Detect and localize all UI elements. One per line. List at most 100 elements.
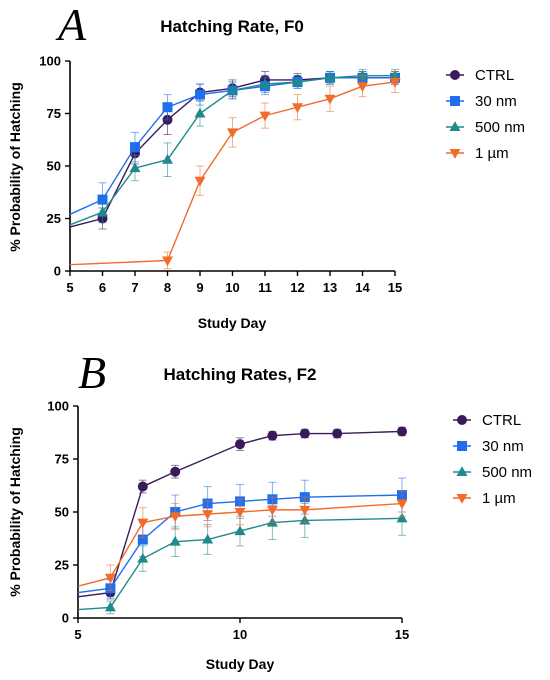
legend-label: CTRL — [482, 412, 521, 429]
legend-label: 500 nm — [482, 464, 532, 481]
data-point — [389, 78, 401, 88]
y-tick-label: 0 — [54, 264, 61, 279]
data-point — [234, 508, 246, 518]
y-tick-label: 100 — [47, 399, 69, 414]
legend-label: 500 nm — [475, 119, 525, 136]
data-point — [397, 426, 407, 437]
y-tick-label: 0 — [62, 611, 69, 626]
series-3 — [69, 71, 401, 270]
data-point — [169, 535, 181, 546]
panel-letter-b: B — [78, 347, 106, 398]
data-point — [162, 153, 173, 164]
data-point — [267, 430, 278, 441]
legend-marker — [456, 494, 468, 504]
plot-area-b: 5 10 15 0 25 50 75 100 — [47, 399, 409, 643]
data-point — [97, 206, 108, 217]
data-point — [227, 128, 238, 139]
legend-marker — [457, 441, 467, 451]
y-tick-label: 25 — [55, 558, 69, 573]
y-tick-label: 75 — [55, 452, 69, 467]
data-point — [170, 466, 181, 477]
legend-a: CTRL 30 nm 500 nm 1 µm — [446, 67, 525, 162]
data-point — [324, 94, 336, 105]
x-axis-title-a: Study Day — [198, 315, 267, 331]
legend-marker — [450, 70, 460, 80]
y-axis-title-b: % Probability of Hatching — [7, 427, 23, 597]
legend-marker — [449, 121, 461, 131]
data-point — [357, 69, 368, 80]
y-tick-label: 25 — [47, 211, 61, 226]
x-tick-label: 6 — [99, 280, 106, 295]
x-tick-label: 11 — [258, 280, 272, 295]
x-tick-label: 15 — [388, 280, 402, 295]
x-tick-label: 5 — [74, 627, 81, 642]
data-point — [292, 103, 303, 113]
data-point — [104, 601, 116, 612]
data-point — [137, 481, 148, 492]
data-point — [195, 89, 205, 100]
data-point — [396, 512, 408, 523]
x-tick-label: 9 — [196, 280, 203, 295]
chart-title-b: Hatching Rates, F2 — [163, 365, 316, 384]
data-point — [235, 439, 245, 450]
legend-label: 1 µm — [482, 490, 516, 507]
x-tick-label: 13 — [323, 280, 337, 295]
panel-letter-a: A — [55, 0, 87, 50]
legend-label: 30 nm — [475, 93, 517, 110]
data-point — [292, 76, 303, 86]
data-point — [202, 533, 214, 544]
series-0 — [77, 426, 407, 600]
y-tick-label: 50 — [47, 159, 61, 174]
legend-b: CTRL 30 nm 500 nm 1 µm — [453, 412, 532, 507]
data-point — [396, 499, 408, 510]
x-tick-label: 10 — [233, 627, 247, 642]
legend-label: CTRL — [475, 67, 514, 84]
data-point — [130, 142, 140, 153]
panel-b: B Hatching Rates, F2 Study Day % Probabi… — [7, 347, 532, 672]
data-point — [234, 525, 246, 536]
x-tick-label: 15 — [395, 627, 409, 642]
data-point — [169, 512, 181, 522]
x-tick-label: 14 — [355, 280, 370, 295]
data-point — [266, 505, 278, 516]
data-point — [97, 194, 108, 205]
x-tick-label: 7 — [131, 280, 138, 295]
x-tick-label: 10 — [225, 280, 239, 295]
data-point — [162, 102, 173, 113]
series-3 — [77, 490, 408, 591]
data-point — [299, 505, 311, 516]
x-tick-label: 5 — [66, 280, 73, 295]
data-point — [194, 176, 206, 187]
series-line — [69, 77, 395, 228]
data-point — [137, 534, 148, 545]
x-axis-title-b: Study Day — [206, 656, 275, 672]
legend-label: 1 µm — [475, 145, 509, 162]
data-point — [162, 256, 173, 267]
data-point — [259, 111, 271, 122]
legend-marker — [456, 466, 468, 476]
legend-marker — [457, 415, 467, 425]
data-point — [259, 78, 271, 89]
x-tick-label: 8 — [164, 280, 171, 295]
data-point — [299, 428, 310, 439]
chart-title-a: Hatching Rate, F0 — [160, 17, 304, 36]
series-2 — [69, 68, 401, 226]
data-point — [332, 428, 343, 439]
data-point — [129, 162, 141, 173]
data-point — [194, 107, 206, 118]
y-axis-title-a: % Probability of Hatching — [7, 82, 23, 252]
y-tick-label: 75 — [47, 106, 61, 121]
data-point — [137, 552, 149, 563]
data-point — [357, 82, 368, 92]
data-point — [202, 510, 214, 520]
data-point — [104, 573, 116, 584]
panel-a: A Hatching Rate, F0 Study Day % Probabil… — [7, 0, 525, 331]
legend-label: 30 nm — [482, 438, 524, 455]
y-tick-label: 50 — [55, 505, 69, 520]
legend-marker — [450, 96, 460, 106]
x-tick-label: 12 — [290, 280, 304, 295]
plot-area-a: 5 6 7 8 9 10 11 12 13 14 15 0 25 50 75 100 — [39, 54, 402, 296]
data-point — [324, 72, 336, 82]
data-point — [227, 84, 238, 95]
